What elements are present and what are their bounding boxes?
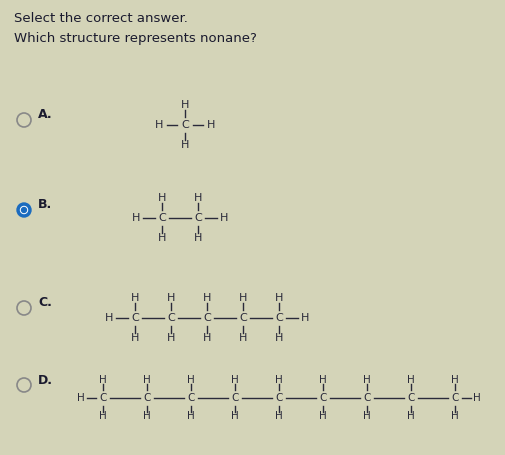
Text: H: H: [131, 333, 139, 343]
Text: C: C: [131, 313, 138, 323]
Text: C: C: [363, 393, 370, 403]
Text: C: C: [181, 120, 188, 130]
Text: H: H: [207, 120, 215, 130]
Text: H: H: [187, 375, 194, 385]
Text: H: H: [158, 193, 166, 203]
Text: C: C: [319, 393, 326, 403]
Text: C: C: [239, 313, 246, 323]
Text: C: C: [99, 393, 107, 403]
Text: C.: C.: [38, 297, 52, 309]
Text: C: C: [194, 213, 201, 223]
Circle shape: [17, 203, 31, 217]
Text: H: H: [131, 213, 140, 223]
Text: H: H: [77, 393, 85, 403]
Text: B.: B.: [38, 198, 52, 212]
Text: H: H: [203, 293, 211, 303]
Text: H: H: [407, 411, 414, 421]
Circle shape: [21, 207, 27, 213]
Text: C: C: [143, 393, 150, 403]
Text: H: H: [193, 233, 202, 243]
Text: C: C: [158, 213, 166, 223]
Text: A.: A.: [38, 108, 53, 121]
Text: H: H: [158, 233, 166, 243]
Text: C: C: [187, 393, 194, 403]
Text: H: H: [363, 411, 370, 421]
Text: H: H: [450, 375, 458, 385]
Text: H: H: [238, 333, 247, 343]
Text: C: C: [450, 393, 458, 403]
Text: H: H: [131, 293, 139, 303]
Text: H: H: [275, 375, 282, 385]
Text: Which structure represents nonane?: Which structure represents nonane?: [14, 32, 257, 45]
Text: H: H: [300, 313, 309, 323]
Circle shape: [21, 207, 26, 212]
Text: H: H: [219, 213, 228, 223]
Text: H: H: [167, 333, 175, 343]
Text: C: C: [275, 313, 282, 323]
Text: H: H: [193, 193, 202, 203]
Text: H: H: [274, 293, 283, 303]
Text: H: H: [180, 140, 189, 150]
Text: H: H: [143, 375, 150, 385]
Text: H: H: [274, 333, 283, 343]
Text: H: H: [231, 411, 238, 421]
Text: D.: D.: [38, 374, 53, 386]
Text: H: H: [238, 293, 247, 303]
Text: H: H: [180, 100, 189, 110]
Text: C: C: [407, 393, 414, 403]
Text: H: H: [275, 411, 282, 421]
Text: H: H: [99, 411, 107, 421]
Text: H: H: [472, 393, 480, 403]
Text: H: H: [231, 375, 238, 385]
Text: H: H: [319, 375, 326, 385]
Text: C: C: [275, 393, 282, 403]
Text: C: C: [231, 393, 238, 403]
Text: H: H: [407, 375, 414, 385]
Text: H: H: [450, 411, 458, 421]
Text: H: H: [363, 375, 370, 385]
Text: Select the correct answer.: Select the correct answer.: [14, 12, 187, 25]
Text: H: H: [155, 120, 163, 130]
Text: H: H: [203, 333, 211, 343]
Text: C: C: [167, 313, 175, 323]
Text: H: H: [99, 375, 107, 385]
Text: H: H: [143, 411, 150, 421]
Text: H: H: [167, 293, 175, 303]
Text: H: H: [319, 411, 326, 421]
Text: C: C: [203, 313, 211, 323]
Text: H: H: [187, 411, 194, 421]
Text: H: H: [105, 313, 113, 323]
